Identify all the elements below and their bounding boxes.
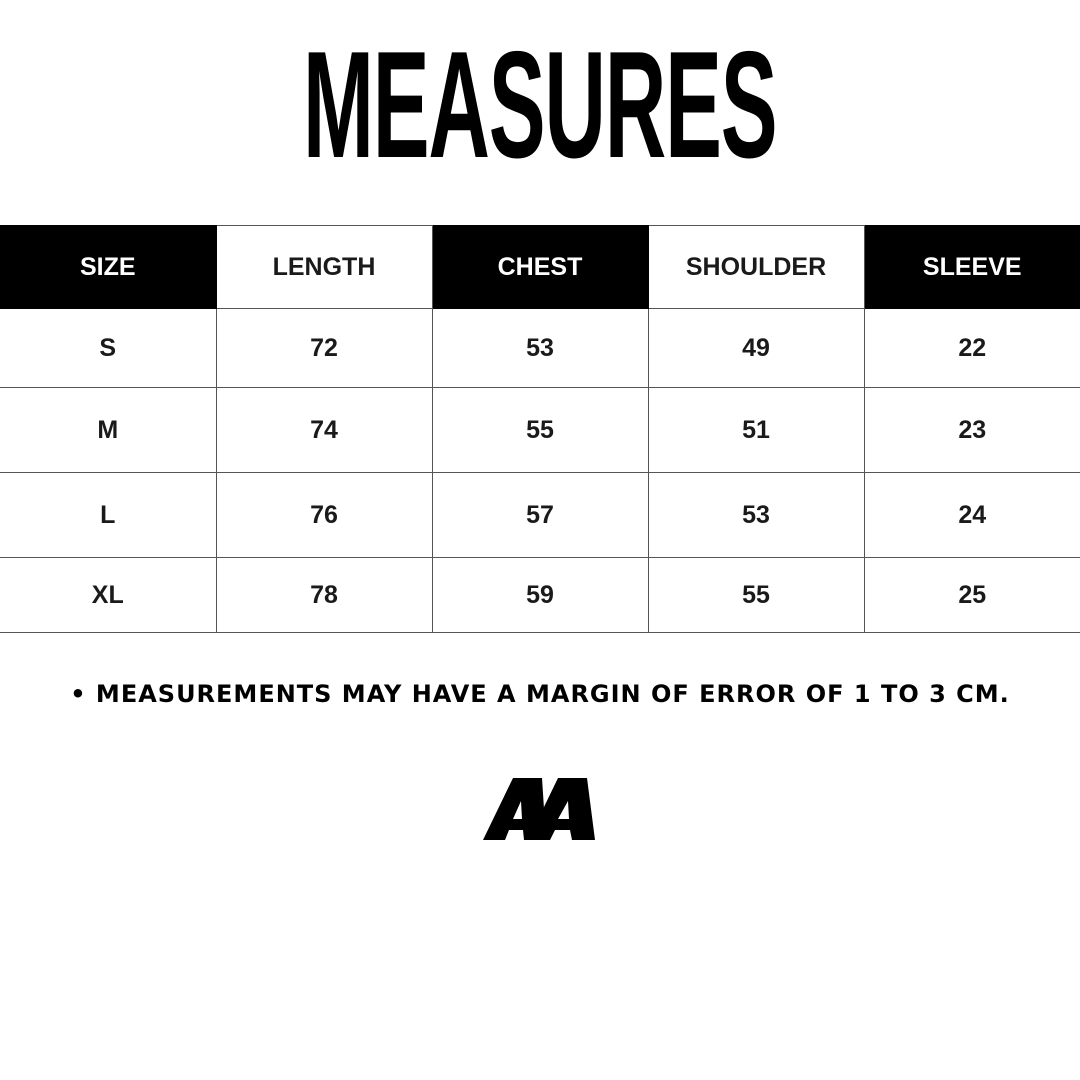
table-row: M 74 55 51 23 (0, 387, 1080, 473)
header-sleeve: SLEEVE (863, 225, 1080, 309)
brand-logo (483, 778, 595, 840)
cell: 55 (647, 557, 865, 633)
table-row: L 76 57 53 24 (0, 472, 1080, 558)
title-text: MEASURES (303, 20, 778, 190)
cell: 49 (647, 308, 865, 388)
cell: M (0, 387, 217, 473)
logo-letter-a-1 (483, 778, 546, 840)
header-shoulder: SHOULDER (647, 225, 865, 309)
cell: 53 (647, 472, 865, 558)
cell: 76 (215, 472, 433, 558)
header-chest: CHEST (431, 225, 649, 309)
table-row: XL 78 59 55 25 (0, 557, 1080, 633)
size-table: SIZE LENGTH CHEST SHOULDER SLEEVE S 72 5… (0, 225, 1080, 633)
header-length: LENGTH (215, 225, 433, 309)
cell: 74 (215, 387, 433, 473)
cell: 59 (431, 557, 649, 633)
cell: S (0, 308, 217, 388)
header-size: SIZE (0, 225, 217, 309)
cell: 22 (863, 308, 1080, 388)
cell: 78 (215, 557, 433, 633)
cell: 72 (215, 308, 433, 388)
cell: 57 (431, 472, 649, 558)
cell: 51 (647, 387, 865, 473)
page-title: MEASURES (0, 20, 1080, 190)
table-row: S 72 53 49 22 (0, 308, 1080, 388)
logo-letter-a-2 (528, 778, 595, 840)
cell: L (0, 472, 217, 558)
table-header-row: SIZE LENGTH CHEST SHOULDER SLEEVE (0, 225, 1080, 309)
measurement-note: • MEASUREMENTS MAY HAVE A MARGIN OF ERRO… (70, 680, 1010, 708)
cell: XL (0, 557, 217, 633)
cell: 23 (863, 387, 1080, 473)
cell: 53 (431, 308, 649, 388)
cell: 55 (431, 387, 649, 473)
cell: 25 (863, 557, 1080, 633)
cell: 24 (863, 472, 1080, 558)
